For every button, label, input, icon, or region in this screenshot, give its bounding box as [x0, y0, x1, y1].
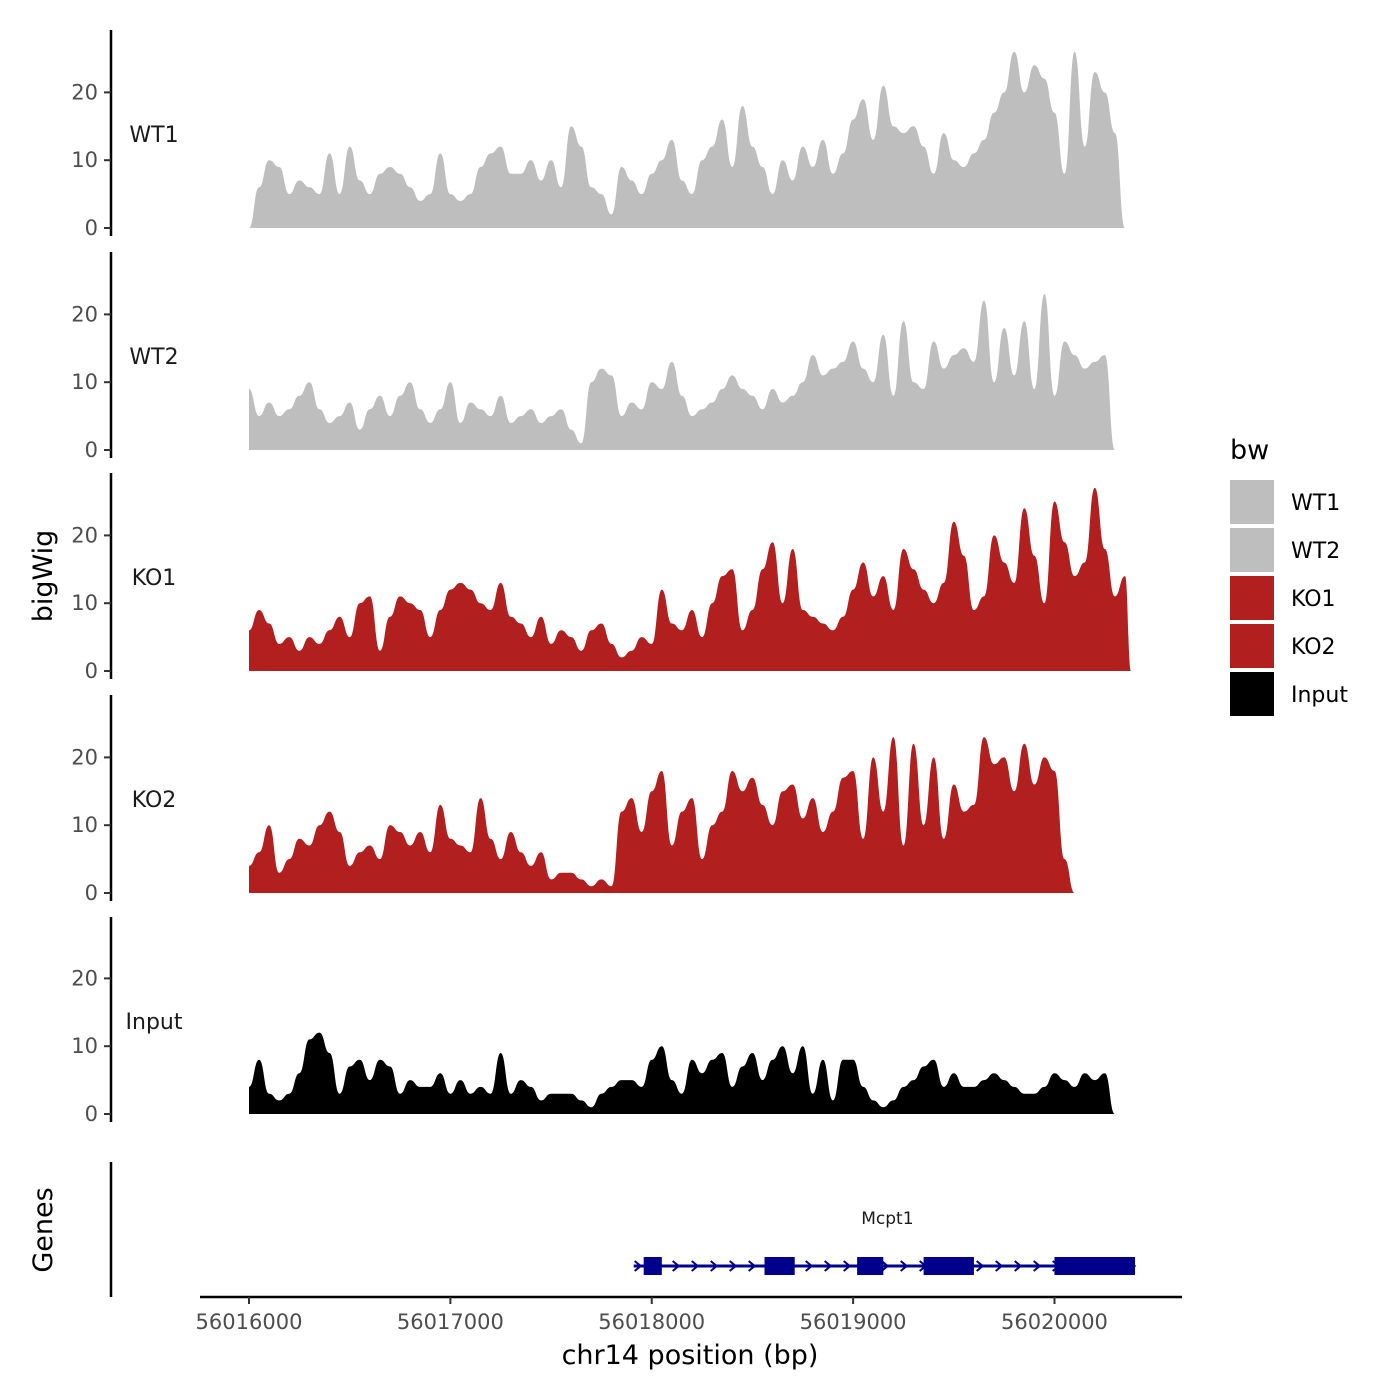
y-tick-label: 0	[85, 1102, 98, 1126]
y-tick-label: 10	[71, 1034, 98, 1058]
legend-items: WT1 WT2 KO1 KO2 Input	[1230, 480, 1348, 716]
y-tick-label: 20	[71, 966, 98, 990]
x-tick-label: 56019000	[800, 1310, 907, 1334]
strand-arrow	[1014, 1260, 1023, 1272]
legend-swatch	[1230, 480, 1274, 524]
y-tick-label: 0	[85, 438, 98, 462]
legend-label: Input	[1291, 683, 1348, 708]
signal-area-ko2	[249, 737, 1131, 893]
strand-arrow	[710, 1260, 719, 1272]
strand-arrow	[672, 1260, 681, 1272]
track-label-ko2: KO2	[132, 788, 177, 813]
gene-exon	[1054, 1257, 1136, 1275]
track-label-input: Input	[126, 1010, 183, 1035]
strand-arrow	[843, 1260, 852, 1272]
track-panel-ko2: 0 10 20 KO2	[71, 695, 1131, 905]
legend-swatch	[1230, 576, 1274, 620]
genes-panel: Mcpt1 Genes	[28, 1162, 1137, 1297]
track-panel-input: 0 10 20 Input	[71, 917, 1131, 1126]
legend-item-wt2: WT2	[1230, 528, 1340, 572]
legend-label: WT2	[1291, 539, 1340, 564]
strand-arrow	[805, 1260, 814, 1272]
legend-label: WT1	[1291, 491, 1340, 516]
x-tick-label: 56020000	[1001, 1310, 1108, 1334]
track-label-wt2: WT2	[129, 345, 178, 370]
y-tick-label: 10	[71, 370, 98, 394]
gene-exon	[857, 1257, 884, 1275]
strand-arrow	[881, 1260, 890, 1272]
x-tick-label: 56016000	[196, 1310, 303, 1334]
x-tick-label: 56018000	[598, 1310, 705, 1334]
strand-arrow	[634, 1260, 643, 1272]
strand-arrow	[900, 1260, 909, 1272]
genes-axis-title: Genes	[28, 1187, 59, 1272]
x-axis-ticks: 56016000 56017000 56018000 56019000 56020000	[196, 1297, 1108, 1334]
legend-swatch	[1230, 528, 1274, 572]
legend: bw WT1 WT2 KO1 KO2 Input	[1230, 435, 1348, 716]
signal-area-input	[249, 1032, 1131, 1114]
legend-swatch	[1230, 672, 1274, 716]
x-tick-label: 56017000	[397, 1310, 504, 1334]
y-tick-label: 0	[85, 216, 98, 240]
y-tick-label: 0	[85, 659, 98, 683]
track-panel-wt1: 0 10 20 WT1	[71, 30, 1131, 240]
strand-arrow	[691, 1260, 700, 1272]
gene-mcpt1	[633, 1257, 1137, 1275]
legend-label: KO1	[1291, 587, 1336, 612]
legend-item-ko2: KO2	[1230, 624, 1336, 668]
x-axis: 56016000 56017000 56018000 56019000 56020000…	[196, 1295, 1182, 1371]
track-panels: 0 10 20 WT1 0 10 20 WT2 0 10 20 KO1 0 10 20 KO2 0 10 20 Inp…	[71, 30, 1131, 1126]
gene-name-label: Mcpt1	[861, 1209, 913, 1229]
y-tick-label: 10	[71, 813, 98, 837]
y-tick-label: 20	[71, 523, 98, 547]
y-tick-label: 10	[71, 148, 98, 172]
legend-label: KO2	[1291, 635, 1336, 660]
legend-swatch	[1230, 624, 1274, 668]
legend-item-input: Input	[1230, 672, 1348, 716]
signal-area-wt1	[249, 51, 1131, 229]
strand-arrow	[1033, 1260, 1042, 1272]
gene-exon	[923, 1257, 974, 1275]
y-axis-title: bigWig	[28, 530, 59, 623]
strand-arrow	[729, 1260, 738, 1272]
strand-arrow	[748, 1260, 757, 1272]
track-label-wt1: WT1	[129, 123, 178, 148]
legend-item-wt1: WT1	[1230, 480, 1340, 524]
strand-arrow	[824, 1260, 833, 1272]
signal-area-ko1	[249, 487, 1131, 671]
track-panel-ko1: 0 10 20 KO1	[71, 473, 1131, 683]
legend-item-ko1: KO1	[1230, 576, 1336, 620]
x-axis-title: chr14 position (bp)	[562, 1340, 819, 1371]
signal-area-wt2	[249, 294, 1131, 450]
y-tick-label: 0	[85, 881, 98, 905]
y-tick-label: 10	[71, 591, 98, 615]
y-tick-label: 20	[71, 302, 98, 326]
gene-exon	[643, 1257, 662, 1275]
legend-title: bw	[1230, 435, 1269, 466]
y-tick-label: 20	[71, 80, 98, 104]
y-tick-label: 20	[71, 745, 98, 769]
track-label-ko1: KO1	[132, 566, 177, 591]
strand-arrow	[976, 1260, 985, 1272]
gene-exon	[764, 1257, 795, 1275]
strand-arrow	[995, 1260, 1004, 1272]
track-panel-wt2: 0 10 20 WT2	[71, 252, 1131, 462]
